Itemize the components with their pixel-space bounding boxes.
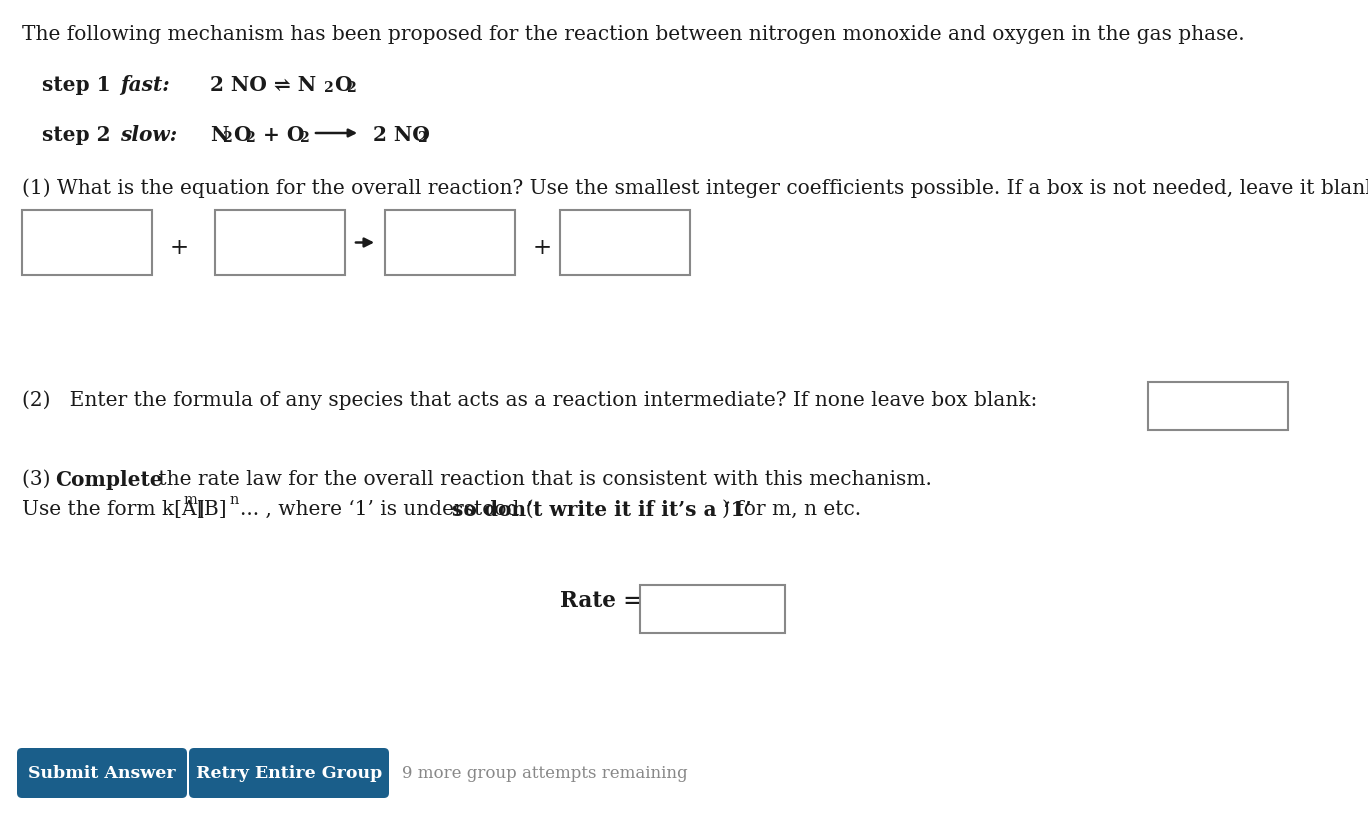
Text: 9 more group attempts remaining: 9 more group attempts remaining: [402, 765, 688, 781]
Text: ... , where ‘1’ is understood (: ... , where ‘1’ is understood (: [239, 500, 534, 519]
Text: 2: 2: [300, 131, 309, 145]
Bar: [1148, 382, 1289, 430]
Text: (2)   Enter the formula of any species that acts as a reaction intermediate? If : (2) Enter the formula of any species tha…: [22, 390, 1037, 410]
Text: +: +: [534, 236, 553, 259]
Text: O: O: [334, 75, 352, 95]
Text: so don’t write it if it’s a ‘1’: so don’t write it if it’s a ‘1’: [451, 500, 751, 520]
Text: Rate =: Rate =: [560, 590, 642, 612]
Text: step 1: step 1: [42, 75, 111, 95]
Text: The following mechanism has been proposed for the reaction between nitrogen mono: The following mechanism has been propose…: [22, 25, 1245, 44]
Text: 2: 2: [324, 81, 334, 95]
Text: slow:: slow:: [120, 125, 176, 145]
Text: the rate law for the overall reaction that is consistent with this mechanism.: the rate law for the overall reaction th…: [152, 470, 932, 489]
Text: Submit Answer: Submit Answer: [29, 765, 176, 781]
Bar: [560, 210, 689, 275]
Text: 2 NO ⇌ N: 2 NO ⇌ N: [211, 75, 316, 95]
Text: Retry Entire Group: Retry Entire Group: [196, 765, 382, 781]
Text: +: +: [170, 236, 189, 259]
Text: Complete: Complete: [55, 470, 163, 490]
Bar: [22, 210, 152, 275]
Text: Use the form k[A]: Use the form k[A]: [22, 500, 204, 519]
Bar: [215, 210, 345, 275]
FancyBboxPatch shape: [16, 748, 187, 798]
Text: n: n: [228, 493, 238, 507]
FancyBboxPatch shape: [189, 748, 389, 798]
Text: 2: 2: [419, 131, 428, 145]
Text: (3): (3): [22, 470, 57, 489]
Text: fast:: fast:: [120, 75, 170, 95]
Text: N: N: [211, 125, 228, 145]
Text: 2 NO: 2 NO: [367, 125, 430, 145]
Text: ) for m, n etc.: ) for m, n etc.: [722, 500, 860, 519]
Text: [B]: [B]: [196, 500, 227, 519]
Text: O: O: [233, 125, 250, 145]
Text: 2: 2: [223, 131, 233, 145]
Text: step 2: step 2: [42, 125, 111, 145]
Text: m: m: [185, 493, 198, 507]
Text: 2: 2: [347, 81, 357, 95]
Bar: [384, 210, 514, 275]
Text: (1) What is the equation for the overall reaction? Use the smallest integer coef: (1) What is the equation for the overall…: [22, 178, 1368, 198]
Text: + O: + O: [256, 125, 305, 145]
Bar: [640, 585, 785, 633]
Text: 2: 2: [246, 131, 256, 145]
